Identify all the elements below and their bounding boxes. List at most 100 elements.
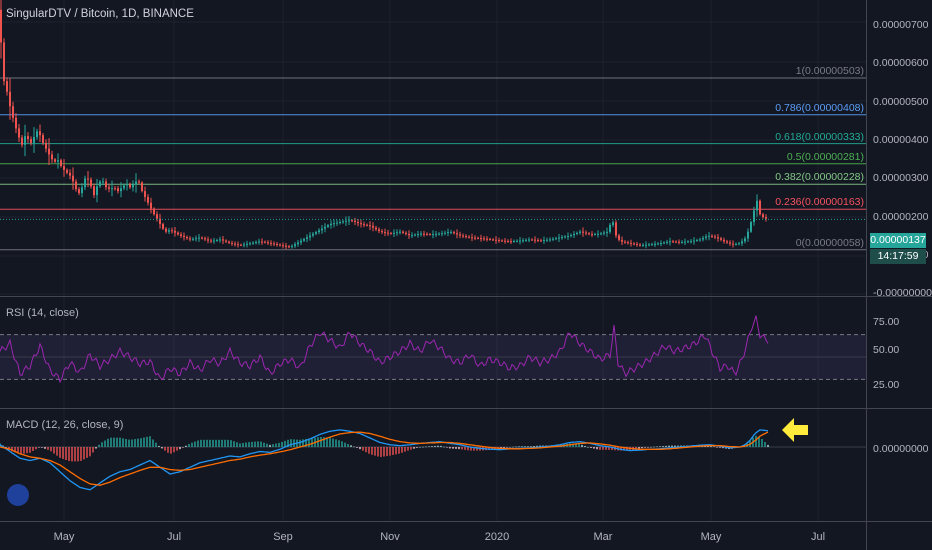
candle-body bbox=[558, 237, 560, 239]
macd-histogram-bar bbox=[434, 445, 436, 447]
macd-histogram-bar bbox=[452, 447, 454, 449]
candle-body bbox=[735, 243, 737, 245]
candle-body bbox=[117, 188, 119, 192]
candle-body bbox=[369, 225, 371, 227]
macd-histogram-bar bbox=[143, 437, 145, 447]
macd-histogram-bar bbox=[224, 439, 226, 447]
time-tick-label: Jul bbox=[810, 531, 826, 543]
candle-body bbox=[174, 230, 176, 233]
candle-body bbox=[159, 218, 161, 224]
macd-histogram-bar bbox=[413, 447, 415, 449]
macd-histogram-bar bbox=[656, 446, 658, 448]
macd-histogram-bar bbox=[386, 447, 388, 457]
candle-body bbox=[357, 222, 359, 224]
candle-body bbox=[528, 239, 530, 241]
macd-histogram-bar bbox=[86, 447, 88, 458]
candle-body bbox=[108, 187, 110, 189]
macd-histogram-bar bbox=[185, 445, 187, 447]
candle-body bbox=[93, 186, 95, 195]
macd-histogram-bar bbox=[110, 437, 112, 447]
macd-histogram-bar bbox=[515, 446, 517, 448]
candle-body bbox=[504, 240, 506, 242]
candle-body bbox=[435, 233, 437, 235]
candle-body bbox=[426, 233, 428, 235]
macd-histogram-bar bbox=[536, 445, 538, 447]
candle-body bbox=[570, 235, 572, 237]
macd-histogram-bar bbox=[635, 447, 637, 450]
candle-body bbox=[288, 246, 290, 248]
macd-histogram-bar bbox=[578, 444, 580, 447]
macd-histogram-bar bbox=[356, 447, 358, 448]
macd-histogram-bar bbox=[155, 442, 157, 447]
candle-body bbox=[471, 237, 473, 239]
candle-body bbox=[363, 224, 365, 226]
macd-histogram-bar bbox=[128, 439, 130, 447]
macd-histogram-bar bbox=[338, 440, 340, 447]
macd-histogram-bar bbox=[353, 446, 355, 448]
candle-body bbox=[714, 236, 716, 238]
candle-body bbox=[222, 239, 224, 241]
candle-body bbox=[741, 241, 743, 244]
macd-histogram-bar bbox=[257, 441, 259, 447]
candle-body bbox=[81, 187, 83, 194]
macd-histogram-bar bbox=[611, 447, 613, 451]
macd-histogram-bar bbox=[383, 447, 385, 457]
candle-body bbox=[204, 238, 206, 240]
candle-body bbox=[531, 239, 533, 241]
macd-histogram-bar bbox=[458, 447, 460, 450]
candle-body bbox=[135, 181, 137, 185]
macd-histogram-bar bbox=[377, 447, 379, 457]
candle-body bbox=[186, 237, 188, 239]
macd-histogram-bar bbox=[470, 447, 472, 451]
candle-body bbox=[591, 234, 593, 236]
price-tick-label: 0.00000200 bbox=[873, 211, 929, 223]
chart-title: SingularDTV / Bitcoin, 1D, BINANCE bbox=[6, 8, 194, 20]
candle-body bbox=[723, 239, 725, 242]
macd-histogram-bar bbox=[518, 446, 520, 447]
candle-body bbox=[423, 233, 425, 235]
candle-body bbox=[477, 237, 479, 239]
macd-histogram-bar bbox=[212, 439, 214, 447]
countdown-badge: 14:17:59 bbox=[870, 249, 926, 264]
price-tick-label: 0.00000500 bbox=[873, 96, 929, 108]
macd-histogram-bar bbox=[164, 447, 166, 451]
macd-histogram-bar bbox=[89, 447, 91, 457]
macd-histogram-bar bbox=[260, 441, 262, 447]
macd-histogram-bar bbox=[167, 447, 169, 453]
price-tick-label: 0.00000700 bbox=[873, 19, 929, 31]
time-tick-label: Nov bbox=[380, 531, 400, 543]
candle-body bbox=[495, 239, 497, 241]
time-tick-label: Mar bbox=[593, 531, 613, 543]
candle-body bbox=[273, 243, 275, 245]
time-tick-label: Jul bbox=[166, 531, 182, 543]
candle-body bbox=[525, 239, 527, 241]
candle-body bbox=[333, 223, 335, 225]
candle-body bbox=[240, 244, 242, 246]
macd-histogram-bar bbox=[593, 447, 595, 449]
macd-histogram-bar bbox=[581, 444, 583, 447]
candle-body bbox=[708, 235, 710, 237]
candle-body bbox=[237, 244, 239, 246]
macd-histogram-bar bbox=[266, 443, 268, 447]
macd-histogram-bar bbox=[602, 447, 604, 450]
fib-level-label: 0.618(0.00000333) bbox=[775, 130, 864, 143]
macd-histogram-bar bbox=[299, 439, 301, 447]
candle-body bbox=[3, 42, 5, 82]
candle-body bbox=[213, 240, 215, 242]
macd-histogram-bar bbox=[278, 442, 280, 447]
macd-histogram-bar bbox=[272, 444, 274, 447]
macd-histogram-bar bbox=[293, 439, 295, 447]
fib-level-label: 0(0.00000058) bbox=[795, 236, 864, 249]
candle-body bbox=[669, 241, 671, 243]
macd-histogram-bar bbox=[125, 438, 127, 447]
macd-histogram-bar bbox=[65, 447, 67, 460]
macd-histogram-bar bbox=[83, 447, 85, 460]
candle-body bbox=[534, 239, 536, 241]
candle-body bbox=[738, 243, 740, 245]
candle-body bbox=[69, 172, 71, 176]
macd-histogram-bar bbox=[389, 447, 391, 456]
candle-body bbox=[30, 139, 32, 143]
candle-body bbox=[675, 241, 677, 243]
candle-body bbox=[627, 242, 629, 244]
